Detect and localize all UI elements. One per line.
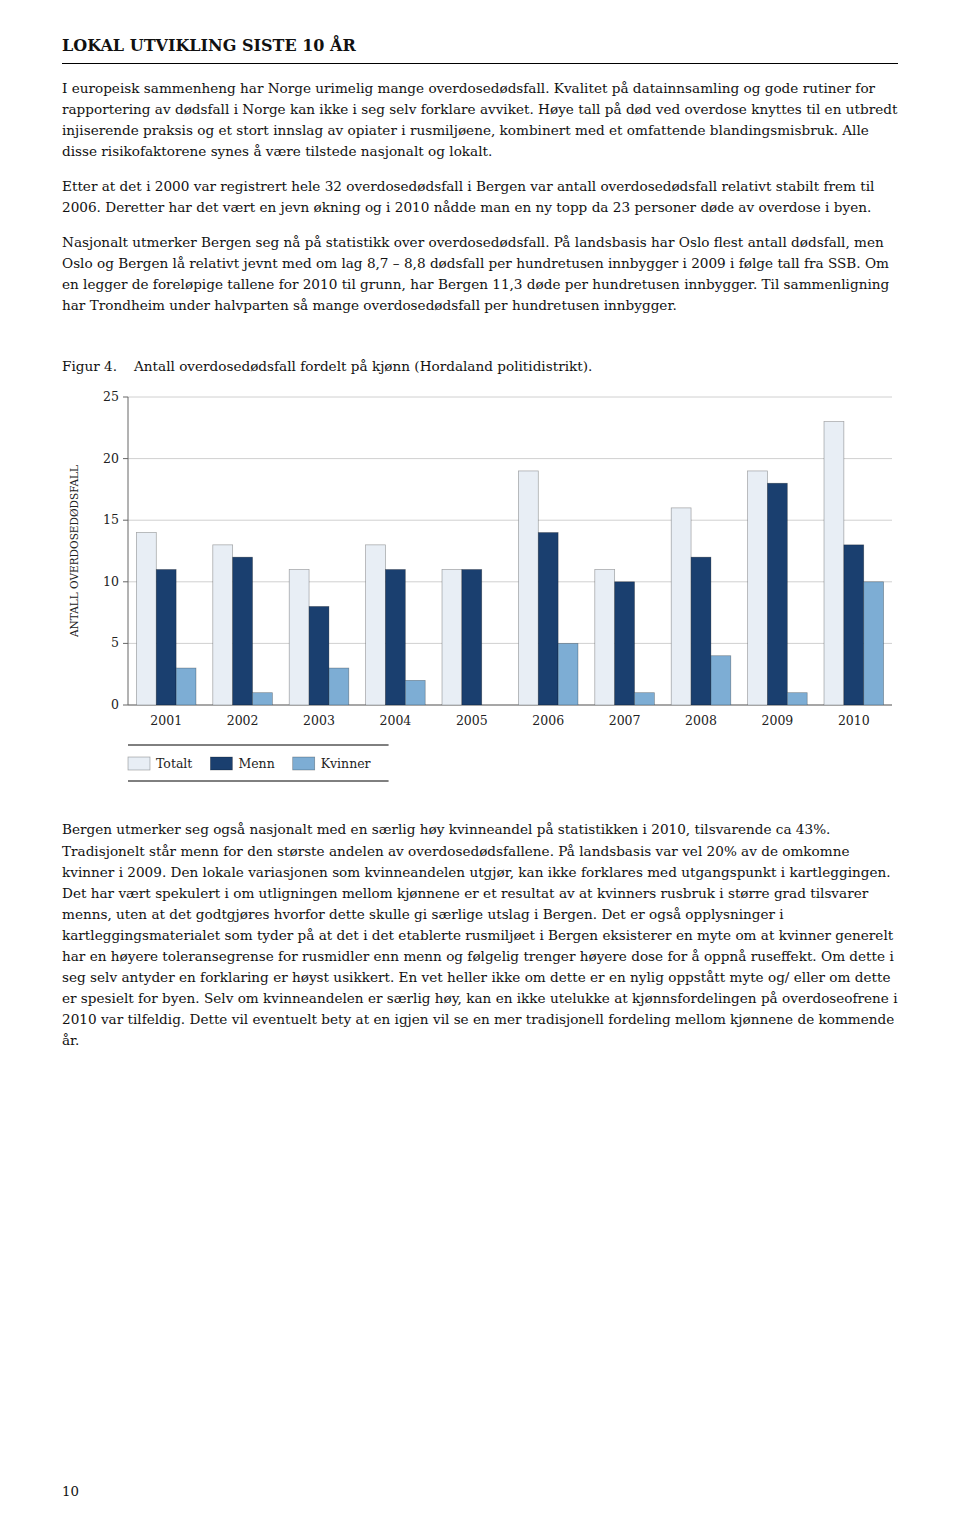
bar [156,570,176,706]
x-tick-label: 2005 [456,713,488,728]
bar [864,582,884,705]
legend-rule [128,781,389,782]
figure-label: Figur 4. [62,356,134,377]
bar [558,644,578,706]
x-tick-label: 2009 [761,713,793,728]
paragraph: I europeisk sammenheng har Norge urimeli… [62,78,898,162]
paragraph: Etter at det i 2000 var registrert hele … [62,176,898,218]
y-tick-label: 20 [103,451,119,466]
y-tick-label: 0 [111,697,119,712]
page-number: 10 [62,1484,79,1499]
bar [518,471,538,705]
x-tick-label: 2001 [150,713,182,728]
x-tick-label: 2006 [532,713,564,728]
bar [538,533,558,705]
legend-rule [128,745,389,746]
y-tick-label: 15 [103,513,119,528]
bar [213,545,233,705]
legend-swatch [128,757,150,770]
y-axis-line [128,397,129,705]
bar [595,570,615,706]
x-tick-label: 2002 [227,713,259,728]
chart-title: Antall overdosedødsfall fordelt på kjønn… [134,358,592,374]
bar [136,533,156,705]
x-tick-label: 2003 [303,713,335,728]
bar [405,681,425,706]
bar [176,669,196,706]
y-tick [123,459,128,460]
y-tick [123,397,128,398]
y-tick [123,520,128,521]
paragraph: Nasjonalt utmerker Bergen seg nå på stat… [62,232,898,316]
y-tick [123,643,128,644]
y-tick [123,582,128,583]
bars [136,422,883,705]
bar [442,570,462,706]
bar [385,570,405,706]
y-tick-label: 5 [111,636,119,651]
bar [711,656,731,705]
x-tick-label: 2004 [379,713,411,728]
x-tick-label: 2007 [609,713,641,728]
y-tick-label: 25 [103,389,119,404]
figure-caption: Figur 4.Antall overdosedødsfall fordelt … [62,356,898,377]
content: LOKAL UTVIKLING SISTE 10 ÅR I europeisk s… [62,34,898,1065]
bar [844,545,864,705]
legend: Totalt Menn Kvinner [128,745,389,781]
legend-swatch [210,757,232,770]
legend-label: Kvinner [321,756,371,771]
bar [615,582,635,705]
x-tick-label: 2010 [838,713,870,728]
bar [748,471,768,705]
bar [635,693,655,705]
bar [824,422,844,705]
bar [253,693,273,705]
page-title: LOKAL UTVIKLING SISTE 10 ÅR [62,34,898,64]
legend-label: Totalt [156,756,192,771]
bar [787,693,807,705]
x-axis: 2001 2002 2003 2004 2005 2006 2007 2008 2009 2010 [150,713,869,728]
bar [329,669,349,706]
y-tick [123,705,128,706]
bar [482,705,502,706]
legend-swatch [293,757,315,770]
bar [671,508,691,705]
bar [366,545,386,705]
bar [767,484,787,706]
bar [289,570,309,706]
grid-line [128,397,892,398]
x-tick-label: 2008 [685,713,717,728]
bar [691,558,711,706]
paragraph: Bergen utmerker seg også nasjonalt med e… [62,819,898,1051]
bar [233,558,253,706]
chart: 0510152025ANTALL OVERDOSEDØDSFALL2001200… [62,385,898,795]
page: LOKAL UTVIKLING SISTE 10 ÅR I europeisk s… [0,0,960,1519]
bar [309,607,329,706]
grid-line [128,459,892,460]
bar [462,570,482,706]
y-axis: 0 5 10 15 20 25 [103,389,892,712]
legend-label: Menn [238,756,274,771]
y-tick-label: 10 [103,574,119,589]
y-axis-label: ANTALL OVERDOSEDØDSFALL [68,465,80,638]
